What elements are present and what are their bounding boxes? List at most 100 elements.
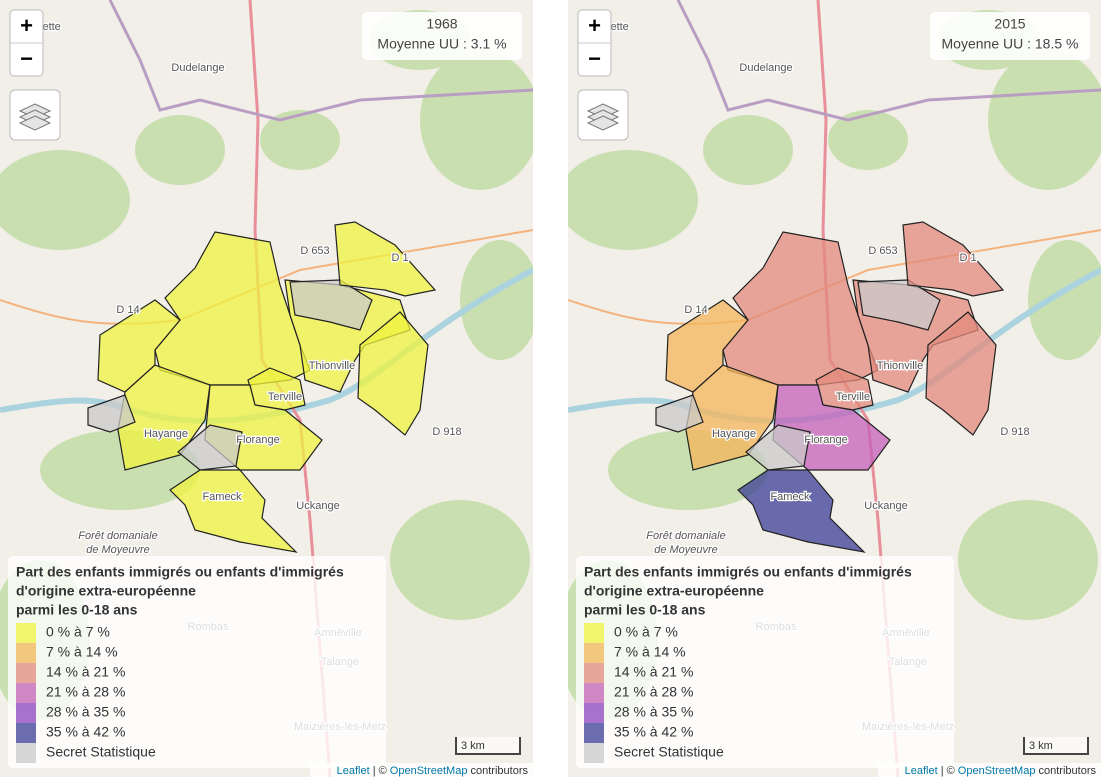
legend-label: Secret Statistique	[614, 744, 724, 760]
legend-swatch	[16, 683, 36, 703]
attribution: Leaflet | © OpenStreetMap contributors	[905, 765, 1097, 777]
legend-swatch	[584, 743, 604, 763]
legend-label: 28 % à 35 %	[614, 704, 693, 720]
place-label: D 1	[959, 252, 976, 264]
legend-box	[576, 556, 954, 768]
commune[interactable]	[357, 311, 429, 436]
forest	[390, 500, 530, 620]
info-mean: Moyenne UU : 3.1 %	[377, 36, 506, 52]
place-label: Dudelange	[171, 62, 224, 74]
leaflet-link[interactable]: Leaflet	[337, 765, 370, 777]
attribution-separator: | ©	[941, 765, 955, 777]
attribution-bg	[878, 763, 1101, 777]
forest	[460, 240, 533, 360]
legend-title: parmi les 0-18 ans	[584, 602, 706, 618]
info-year: 1968	[426, 16, 457, 32]
legend-label: 14 % à 21 %	[614, 664, 693, 680]
osm-link[interactable]: OpenStreetMap	[390, 765, 468, 777]
forest	[568, 150, 698, 250]
zoom-out[interactable]: −	[588, 46, 601, 71]
place-label: Forêt domaniale	[646, 530, 726, 542]
forest	[135, 115, 225, 185]
place-label: D 918	[1000, 426, 1029, 438]
place-label: Hayange	[712, 428, 756, 440]
commune[interactable]	[655, 394, 704, 433]
border	[108, 0, 533, 122]
legend-title: Part des enfants immigrés ou enfants d'i…	[584, 564, 912, 580]
place-label: Thionville	[877, 360, 923, 372]
legend-swatch	[16, 703, 36, 723]
legend-box	[8, 556, 386, 768]
place-label: Fameck	[770, 491, 810, 503]
legend-title: d'origine extra-européenne	[16, 583, 196, 599]
legend-swatch	[584, 723, 604, 743]
legend-label: 21 % à 28 %	[46, 684, 125, 700]
commune[interactable]	[169, 469, 298, 553]
info-year: 2015	[994, 16, 1025, 32]
commune[interactable]	[97, 299, 181, 393]
attribution-bg	[310, 763, 533, 777]
legend-label: 7 % à 14 %	[46, 644, 118, 660]
forest	[703, 115, 793, 185]
place-label: Hayange	[144, 428, 188, 440]
legend-title: Part des enfants immigrés ou enfants d'i…	[16, 564, 344, 580]
commune[interactable]	[925, 311, 997, 436]
attribution-text: contributors	[1039, 765, 1097, 777]
place-label: Fameck	[202, 491, 242, 503]
scale-bar	[455, 737, 521, 755]
legend-label: 35 % à 42 %	[614, 724, 693, 740]
forest	[828, 110, 908, 170]
place-label: D 14	[116, 304, 139, 316]
legend-swatch	[584, 683, 604, 703]
commune[interactable]	[665, 299, 749, 393]
legend-title: parmi les 0-18 ans	[16, 602, 138, 618]
place-label: Forêt domaniale	[78, 530, 158, 542]
osm-link[interactable]: OpenStreetMap	[958, 765, 1036, 777]
commune[interactable]	[745, 424, 811, 471]
commune[interactable]	[177, 424, 243, 471]
leaflet-link[interactable]: Leaflet	[905, 765, 938, 777]
forest	[988, 50, 1101, 190]
zoom-out[interactable]: −	[20, 46, 33, 71]
place-label: D 653	[300, 245, 329, 257]
place-label: Terville	[836, 391, 870, 403]
commune[interactable]	[902, 221, 1005, 297]
map-panel: Thionville Terville Hayange Florange Fameck U…	[568, 0, 1101, 777]
place-label: D 1	[391, 252, 408, 264]
legend-swatch	[16, 663, 36, 683]
border	[676, 0, 1101, 122]
forest	[1028, 240, 1101, 360]
legend-label: 0 % à 7 %	[614, 624, 678, 640]
zoom-in[interactable]: +	[588, 13, 601, 38]
legend-swatch	[16, 643, 36, 663]
commune[interactable]	[737, 469, 866, 553]
forest	[260, 110, 340, 170]
legend-swatch	[16, 743, 36, 763]
legend-label: 35 % à 42 %	[46, 724, 125, 740]
scale-bar	[1023, 737, 1089, 755]
zoom-in[interactable]: +	[20, 13, 33, 38]
place-label: Dudelange	[739, 62, 792, 74]
legend-label: 28 % à 35 %	[46, 704, 125, 720]
scale-label: 3 km	[1029, 740, 1053, 752]
legend-label: Secret Statistique	[46, 744, 156, 760]
legend-swatch	[16, 723, 36, 743]
legend-title: d'origine extra-européenne	[584, 583, 764, 599]
place-label: D 918	[432, 426, 461, 438]
commune[interactable]	[334, 221, 437, 297]
info-mean: Moyenne UU : 18.5 %	[942, 36, 1079, 52]
layers-icon	[18, 115, 52, 131]
legend-swatch	[16, 623, 36, 643]
place-label: Uckange	[296, 500, 339, 512]
info-box	[930, 12, 1090, 60]
commune[interactable]	[87, 394, 136, 433]
place-label: de Moyeuvre	[654, 544, 718, 556]
scale-label: 3 km	[461, 740, 485, 752]
legend-label: 14 % à 21 %	[46, 664, 125, 680]
forest	[0, 150, 130, 250]
place-label: Florange	[804, 434, 847, 446]
place-label: Uckange	[864, 500, 907, 512]
place-label: D 653	[868, 245, 897, 257]
legend-label: 0 % à 7 %	[46, 624, 110, 640]
